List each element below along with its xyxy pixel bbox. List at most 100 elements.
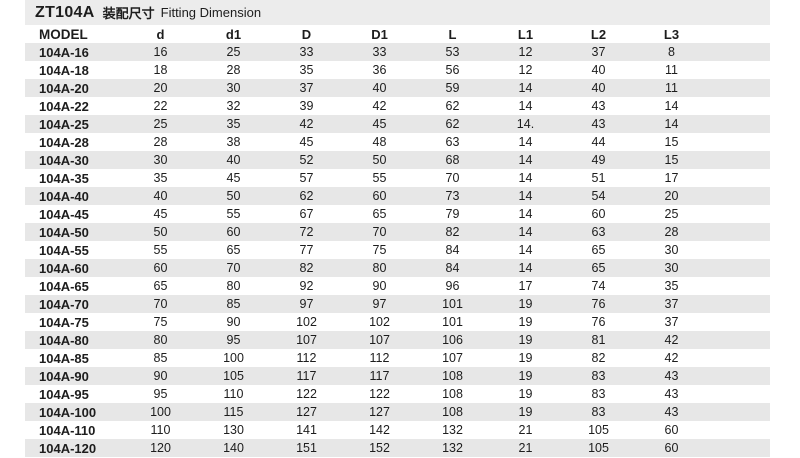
value-cell: 83: [591, 405, 606, 419]
table-row: 104A-30 30 40 52 50 68 14 49 15: [25, 151, 770, 169]
value-cell: 74: [591, 279, 606, 293]
value-cell: 63: [445, 135, 460, 149]
value-cell: 14: [518, 243, 533, 257]
model-cell: 104A-20: [39, 80, 89, 96]
value-cell: 44: [591, 135, 606, 149]
value-cell: 79: [445, 207, 460, 221]
model-cell: 104A-75: [39, 314, 89, 330]
value-cell: 117: [369, 369, 390, 383]
value-cell: 100: [223, 351, 244, 365]
value-cell: 70: [372, 225, 387, 239]
value-cell: 42: [372, 99, 387, 113]
value-cell: 80: [226, 279, 241, 293]
table-row: 104A-16 16 25 33 33 53 12 37 8: [25, 43, 770, 61]
value-cell: 59: [445, 81, 460, 95]
value-cell: 28: [664, 225, 679, 239]
table-row: 104A-28 28 38 45 48 63 14 44 15: [25, 133, 770, 151]
col-header-L2: L2: [562, 25, 635, 43]
value-cell: 55: [372, 171, 387, 185]
value-cell: 43: [591, 99, 606, 113]
value-cell: 36: [372, 63, 387, 77]
value-cell: 55: [153, 243, 168, 257]
value-cell: 107: [442, 351, 463, 365]
value-cell: 132: [442, 441, 463, 455]
value-cell: 82: [299, 261, 314, 275]
value-cell: 19: [518, 387, 533, 401]
value-cell: 28: [226, 63, 241, 77]
value-cell: 97: [372, 297, 387, 311]
filler-cell: [708, 169, 770, 187]
value-cell: 70: [153, 297, 168, 311]
value-cell: 115: [223, 405, 244, 419]
filler-cell: [708, 115, 770, 133]
value-cell: 82: [445, 225, 460, 239]
value-cell: 32: [226, 99, 241, 113]
value-cell: 70: [226, 261, 241, 275]
filler-cell: [708, 277, 770, 295]
value-cell: 90: [153, 369, 168, 383]
value-cell: 45: [372, 117, 387, 131]
value-cell: 49: [591, 153, 606, 167]
value-cell: 60: [591, 207, 606, 221]
value-cell: 54: [591, 189, 606, 203]
col-header-d: d: [124, 25, 197, 43]
value-cell: 60: [664, 441, 679, 455]
table-row: 104A-35 35 45 57 55 70 14 51 17: [25, 169, 770, 187]
filler-cell: [708, 403, 770, 421]
value-cell: 60: [664, 423, 679, 437]
value-cell: 110: [150, 423, 171, 437]
table-row: 104A-55 55 65 77 75 84 14 65 30: [25, 241, 770, 259]
value-cell: 45: [153, 207, 168, 221]
value-cell: 120: [150, 441, 171, 455]
value-cell: 85: [226, 297, 241, 311]
value-cell: 57: [299, 171, 314, 185]
value-cell: 14: [518, 189, 533, 203]
filler-cell: [708, 349, 770, 367]
filler-cell: [708, 367, 770, 385]
value-cell: 60: [153, 261, 168, 275]
value-cell: 45: [299, 135, 314, 149]
value-cell: 76: [591, 297, 606, 311]
value-cell: 19: [518, 297, 533, 311]
value-cell: 122: [369, 387, 390, 401]
value-cell: 37: [664, 315, 679, 329]
value-cell: 68: [445, 153, 460, 167]
value-cell: 90: [372, 279, 387, 293]
value-cell: 30: [226, 81, 241, 95]
filler-cell: [708, 79, 770, 97]
value-cell: 100: [150, 405, 171, 419]
model-cell: 104A-40: [39, 188, 89, 204]
value-cell: 108: [442, 387, 463, 401]
table-row: 104A-60 60 70 82 80 84 14 65 30: [25, 259, 770, 277]
table-row: 104A-18 18 28 35 36 56 12 40 11: [25, 61, 770, 79]
value-cell: 85: [153, 351, 168, 365]
filler-cell: [708, 313, 770, 331]
value-cell: 112: [369, 351, 390, 365]
value-cell: 132: [442, 423, 463, 437]
model-cell: 104A-110: [39, 422, 96, 438]
value-cell: 14: [518, 153, 533, 167]
value-cell: 30: [664, 243, 679, 257]
value-cell: 19: [518, 405, 533, 419]
filler-cell: [708, 439, 770, 457]
value-cell: 19: [518, 315, 533, 329]
col-header-L: L: [416, 25, 489, 43]
value-cell: 60: [226, 225, 241, 239]
value-cell: 14: [518, 135, 533, 149]
title-en: Fitting Dimension: [160, 5, 262, 20]
value-cell: 40: [153, 189, 168, 203]
filler-cell: [708, 61, 770, 79]
value-cell: 84: [445, 243, 460, 257]
value-cell: 65: [591, 261, 606, 275]
table-row: 104A-65 65 80 92 90 96 17 74 35: [25, 277, 770, 295]
value-cell: 14: [664, 99, 679, 113]
value-cell: 105: [588, 441, 609, 455]
model-cell: 104A-18: [39, 62, 89, 78]
table-row: 104A-120 120 140 151 152 132 21 105 60: [25, 439, 770, 457]
value-cell: 14: [664, 117, 679, 131]
value-cell: 38: [226, 135, 241, 149]
model-cell: 104A-95: [39, 386, 89, 402]
value-cell: 81: [591, 333, 606, 347]
value-cell: 72: [299, 225, 314, 239]
